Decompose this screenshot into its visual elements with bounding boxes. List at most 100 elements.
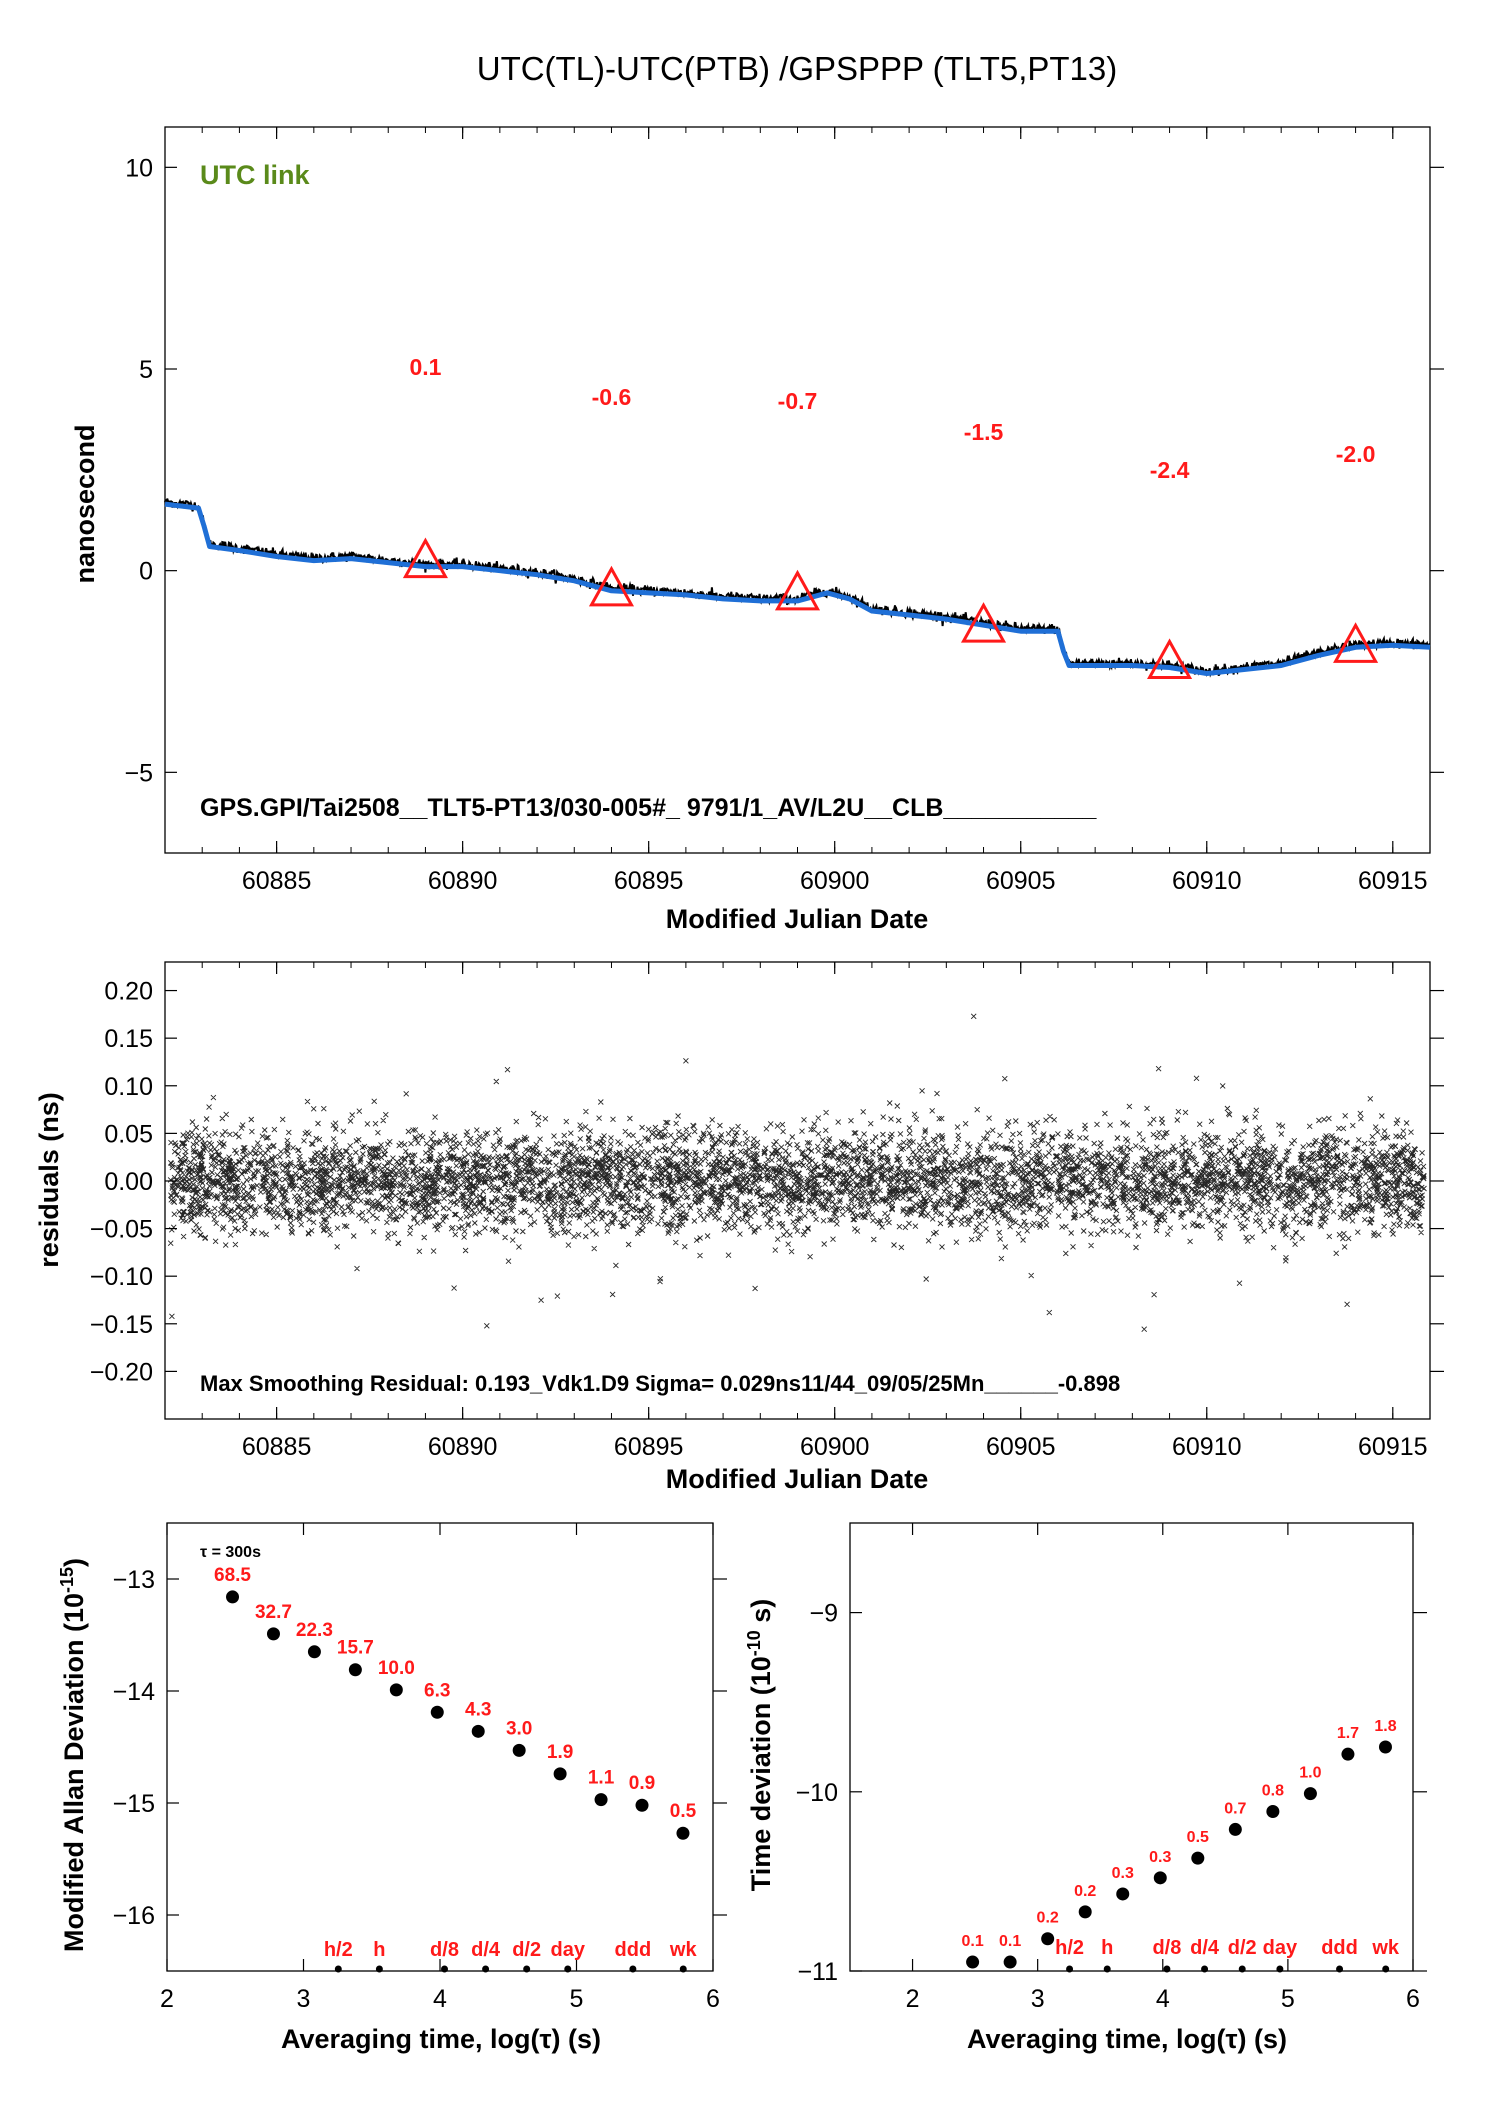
tdev-point-label: 0.1 [961,1933,983,1950]
link-point-value-label: -2.0 [1336,441,1376,467]
link-y-0-label: 0 [139,558,153,586]
tdev-interval-label: d/2 [1228,1937,1257,1959]
tdev-y-m10-label: −10 [796,1779,838,1807]
utc-link-panel: UTC link GPS.GPI/Tai2508__TLT5-PT13/030-… [70,126,1444,934]
tdev-point [1116,1887,1130,1901]
link-x-60890-label: 60890 [428,867,498,895]
tdev-point-label: 0.7 [1224,1800,1246,1817]
tdev-interval-marker [1066,1965,1074,1973]
residuals-x-60895-label: 60895 [614,1433,684,1461]
mdev-point [307,1645,321,1659]
mdev-interval-marker [564,1965,572,1973]
link-x-60910-label: 60910 [1172,867,1242,895]
mdev-point [594,1793,608,1807]
tdev-interval-marker [1103,1965,1111,1973]
tdev-y-label-main: Time deviation (10 [746,1656,776,1891]
residuals-x-60890-label: 60890 [428,1433,498,1461]
link-point-value-label: -1.5 [964,419,1004,445]
link-x-60905-label: 60905 [986,867,1056,895]
mdev-point-label: 10.0 [378,1658,415,1679]
tdev-interval-label: h/2 [1055,1937,1084,1959]
tdev-point-label: 0.5 [1187,1829,1209,1846]
mdev-interval-label: day [551,1939,586,1961]
tdev-point [966,1955,980,1969]
mdev-x-4-label: 4 [433,1985,447,2013]
mdev-y-m16-label: −16 [113,1902,155,1930]
tdev-y-label-end: s) [746,1599,776,1631]
tdev-point-label: 1.8 [1374,1718,1396,1735]
tdev-interval-label: h [1101,1937,1113,1959]
mdev-interval-marker [334,1965,342,1973]
tdev-interval-marker [1276,1965,1284,1973]
tdev-point [1191,1851,1205,1865]
residuals-y-axis-label: residuals (ns) [34,1092,64,1268]
tdev-x-4-label: 4 [1156,1985,1170,2013]
chart-title: UTC(TL)-UTC(PTB) /GPSPPP (TLT5,PT13) [477,50,1118,87]
mdev-interval-marker [441,1965,449,1973]
link-x-60885-label: 60885 [242,867,312,895]
residual-cross-markers [167,1013,1427,1333]
link-triangle-marker [1333,622,1379,663]
mdev-y-label-end: ) [59,1558,89,1567]
tdev-point-label: 0.8 [1262,1783,1284,1800]
residuals-y-m0.05-label: −0.05 [90,1216,153,1244]
mdev-interval-label: d/4 [471,1939,501,1961]
residuals-y-0.05-label: 0.05 [104,1120,153,1148]
residuals-info-line: Max Smoothing Residual: 0.193_Vdk1.D9 Si… [200,1371,1120,1396]
mdev-x-2-label: 2 [160,1985,174,2013]
mdev-point-label: 22.3 [296,1620,333,1641]
mdev-x-5-label: 5 [570,1985,584,2013]
residuals-y-m0.10-label: −0.10 [90,1263,153,1291]
mdev-point-label: 15.7 [337,1638,374,1659]
mdev-interval-marker [482,1965,490,1973]
tdev-point-label: 1.7 [1337,1725,1359,1742]
link-point-value-label: 0.1 [409,354,441,380]
link-point-value-label: -2.4 [1150,457,1190,483]
link-x-60915-label: 60915 [1358,867,1428,895]
residuals-x-60885-label: 60885 [242,1433,312,1461]
tdev-point [1303,1787,1317,1801]
tdev-x-3-label: 3 [1031,1985,1045,2013]
residuals-x-axis-label: Modified Julian Date [666,1464,929,1494]
link-x-axis-label: Modified Julian Date [666,904,929,934]
mdev-y-label-exp: -15 [57,1567,77,1593]
tdev-interval-marker [1201,1965,1209,1973]
residuals-x-60905-label: 60905 [986,1433,1056,1461]
tdev-interval-label: wk [1371,1937,1400,1959]
tdev-point [1266,1805,1280,1819]
link-triangle-marker [960,602,1007,643]
mdev-y-label-main: Modified Allan Deviation (10 [59,1593,89,1952]
tdev-point [1228,1822,1242,1836]
tdev-point [1041,1932,1055,1946]
mdev-y-axis-label: Modified Allan Deviation (10-15) [57,1558,89,1952]
mdev-interval-label: h [373,1939,385,1961]
link-noise-envelope [164,498,1431,678]
tdev-interval-label: d/4 [1190,1937,1220,1959]
link-point-value-label: -0.7 [778,388,818,414]
tdev-point-label: 0.2 [1074,1883,1096,1900]
residuals-y-m0.20-label: −0.20 [90,1358,153,1386]
tdev-x-6-label: 6 [1406,1985,1420,2013]
tdev-point [1341,1747,1355,1761]
tdev-interval-marker [1336,1965,1344,1973]
mdev-tau-note: τ = 300s [200,1544,261,1561]
mdev-point-label: 68.5 [214,1565,251,1586]
mdev-point [348,1663,362,1677]
mdev-x-axis-label: Averaging time, log(τ) (s) [281,2024,601,2054]
tdev-point-label: 0.3 [1112,1865,1134,1882]
tdev-point-label: 1.0 [1299,1765,1321,1782]
mdev-interval-marker [523,1965,531,1973]
link-y-axis-label: nanosecond [70,424,100,583]
tdev-point [1078,1905,1092,1919]
tdev-point [1153,1871,1167,1885]
mdev-point-label: 0.9 [629,1773,655,1794]
tdev-interval-label: d/8 [1152,1937,1181,1959]
tdev-x-axis-label: Averaging time, log(τ) (s) [967,2024,1287,2054]
tdev-y-m11-label: −11 [797,1958,838,1986]
tdev-y-axis-label: Time deviation (10-10 s) [744,1599,776,1892]
mdev-point-label: 1.1 [588,1768,615,1789]
residuals-panel: Max Smoothing Residual: 0.193_Vdk1.D9 Si… [34,961,1444,1494]
link-triangle-marker [774,569,821,611]
link-triangle-marker [1147,638,1193,679]
tdev-point-label: 0.1 [999,1933,1021,1950]
